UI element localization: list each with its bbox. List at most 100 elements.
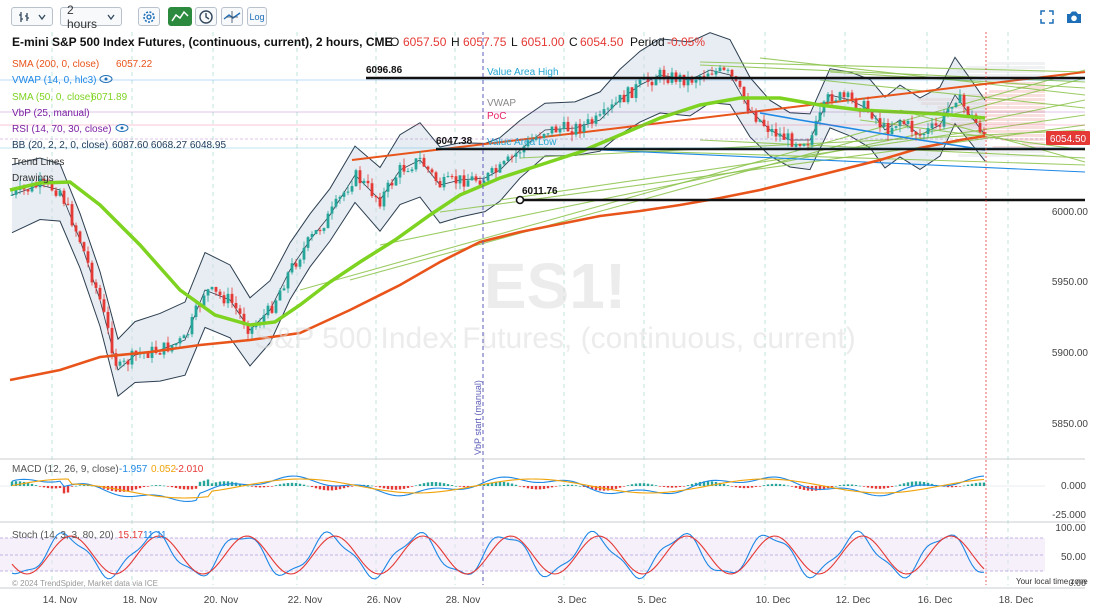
chart-type-button[interactable] — [11, 7, 53, 26]
legend-vwap[interactable]: VWAP (14, 0, hlc3) — [12, 75, 96, 86]
candle — [758, 119, 762, 123]
trend-line[interactable] — [539, 147, 1086, 166]
macd-histogram-bar — [790, 486, 794, 487]
drawing-tools-button[interactable] — [221, 7, 243, 26]
macd-histogram-bar — [374, 486, 378, 487]
level-label-6096: 6096.86 — [366, 65, 403, 76]
time-button[interactable] — [195, 7, 217, 26]
trend-line[interactable] — [899, 109, 1086, 163]
macd-histogram-bar — [570, 484, 574, 486]
time-axis[interactable]: 14. Nov 18. Nov 20. Nov 22. Nov 26. Nov 28. N… — [0, 587, 1085, 606]
trend-line[interactable] — [599, 149, 1086, 173]
log-scale-button[interactable]: Log — [247, 7, 267, 26]
candle — [630, 87, 634, 99]
macd-histogram-bar — [134, 486, 138, 490]
candle — [510, 154, 514, 163]
legend-bb[interactable]: BB (20, 2, 2, 0, close) — [12, 140, 108, 151]
macd-histogram-bar — [490, 482, 494, 486]
camera-icon[interactable] — [1066, 10, 1082, 24]
macd-histogram-bar — [554, 486, 558, 487]
trend-line[interactable] — [759, 57, 1086, 96]
trend-line[interactable] — [519, 129, 1086, 159]
trend-line-resistance[interactable] — [351, 71, 1086, 161]
candle — [342, 190, 346, 202]
macd-histogram-bar — [642, 483, 646, 486]
vbp-bar — [961, 74, 1045, 77]
vbp-bar — [1001, 138, 1045, 141]
macd-histogram-bar — [34, 485, 38, 486]
trend-line[interactable] — [699, 61, 1086, 73]
candle — [898, 118, 902, 133]
candle — [650, 79, 654, 92]
macd-histogram-bar — [606, 486, 610, 491]
macd-histogram-bar — [686, 485, 690, 486]
macd-histogram-bar — [610, 486, 614, 490]
candle — [582, 121, 586, 138]
candle — [826, 92, 830, 105]
candle — [574, 121, 578, 138]
macd-histogram-bar — [926, 482, 930, 486]
price-axis[interactable]: 6000.00 5950.00 5900.00 5850.00 6054.50 — [1046, 131, 1090, 430]
macd-histogram-bar — [770, 483, 774, 486]
candle — [82, 241, 86, 252]
macd-histogram-bar — [982, 482, 986, 486]
fullscreen-icon[interactable] — [1040, 10, 1054, 24]
macd-histogram-bar — [458, 486, 462, 487]
candle — [814, 115, 818, 137]
macd-histogram-bar — [662, 486, 666, 487]
settings-button[interactable] — [138, 7, 160, 26]
macd-histogram-bar — [494, 481, 498, 486]
trend-line[interactable] — [439, 124, 1086, 213]
macd-histogram-bar — [630, 484, 634, 486]
stochastic-pane[interactable]: Stoch (14, 3, 3, 80, 20) 15.17 11.11 100… — [0, 521, 1088, 588]
candle — [930, 117, 934, 135]
candle — [378, 192, 382, 209]
timezone-label[interactable]: Your local time zone — [1016, 577, 1088, 586]
legend-trend-lines[interactable]: Trend Lines — [12, 157, 64, 168]
chart-area[interactable]: ES1! S&P 500 Index Futures, (continuous,… — [0, 32, 1100, 616]
macd-histogram-bar — [670, 486, 674, 488]
eye-icon[interactable] — [99, 75, 113, 83]
legend-sma200[interactable]: SMA (200, 0, close) — [12, 59, 99, 70]
candle — [618, 94, 622, 108]
macd-histogram-bar — [510, 483, 514, 486]
candle — [266, 303, 270, 319]
macd-histogram-bar — [170, 486, 174, 488]
macd-histogram-bar — [698, 481, 702, 486]
level-handle-6011[interactable] — [515, 195, 525, 205]
macd-histogram-bar — [758, 486, 762, 487]
macd-histogram-bar — [418, 484, 422, 486]
watermark-name: S&P 500 Index Futures, (continuous, curr… — [254, 322, 855, 355]
stoch-value-2: 11.11 — [143, 530, 167, 541]
candle — [326, 210, 330, 229]
legend-drawings[interactable]: Drawings — [12, 173, 54, 184]
trend-line[interactable] — [499, 114, 1086, 201]
macd-histogram-bar — [538, 486, 542, 490]
candle — [206, 288, 210, 302]
eye-icon[interactable] — [115, 124, 129, 132]
candle — [638, 77, 642, 88]
macd-histogram-bar — [682, 486, 686, 487]
candle — [70, 200, 74, 228]
close-label: C — [569, 35, 578, 49]
trend-line[interactable] — [819, 79, 1086, 109]
indicators-button[interactable] — [168, 7, 192, 26]
candle — [578, 119, 582, 139]
candle — [394, 174, 398, 187]
interval-select[interactable]: 2 hours — [60, 3, 122, 31]
macd-histogram-bar — [206, 479, 210, 486]
trend-line[interactable] — [299, 69, 1086, 291]
macd-pane[interactable]: MACD (12, 26, 9, close) -1.957 0.052 -2.… — [0, 458, 1086, 521]
candle — [562, 116, 566, 132]
candle — [274, 299, 278, 315]
time-axis-label: 28. Nov — [446, 595, 480, 606]
macd-histogram-bar — [46, 486, 50, 489]
macd-histogram-bar — [338, 486, 342, 490]
legend-vbp[interactable]: VbP (25, manual) — [12, 108, 90, 119]
legend-rsi[interactable]: RSI (14, 70, 30, close) — [12, 124, 112, 135]
macd-histogram-bar — [622, 486, 626, 487]
chevron-down-icon — [107, 14, 115, 20]
legend-sma50[interactable]: SMA (50, 0, close) — [12, 92, 94, 103]
time-axis-label: 26. Nov — [367, 595, 401, 606]
macd-histogram-bar — [290, 482, 294, 486]
